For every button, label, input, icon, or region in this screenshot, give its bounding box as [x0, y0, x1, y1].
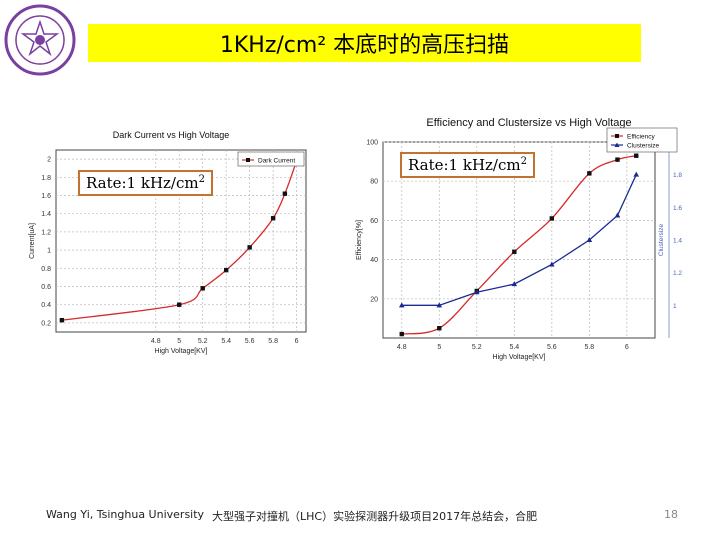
x-tick-label: 5.4: [509, 344, 519, 351]
data-point: [270, 216, 276, 221]
x-tick-label: 4.8: [397, 344, 407, 351]
y-axis-label: Current[uA]: [29, 223, 36, 259]
y-tick-label: 1.2: [41, 229, 51, 236]
right-rate-exponent: 2: [520, 156, 527, 167]
data-point: [223, 267, 229, 273]
slide-title-banner: 1KHz/cm² 本底时的高压扫描: [88, 24, 641, 62]
left-rate-text: Rate:1 kHz/cm: [86, 174, 199, 192]
data-point: [473, 289, 480, 295]
chart-title: Dark Current vs High Voltage: [113, 130, 230, 140]
y-tick-label: 0.8: [41, 266, 51, 273]
y2-tick-label: 1.4: [673, 238, 682, 245]
x-tick-label: 5.8: [584, 344, 594, 351]
slide-title: 1KHz/cm² 本底时的高压扫描: [219, 33, 510, 58]
y-tick-label: 60: [370, 218, 378, 225]
y2-axis-label: Clustersize: [658, 224, 665, 257]
y-tick-label: 0.6: [41, 284, 51, 291]
series-line-1: [401, 174, 637, 306]
chart-title: Efficiency and Clustersize vs High Volta…: [426, 117, 631, 129]
y-tick-label: 20: [370, 296, 378, 303]
y-tick-label: 1: [47, 248, 51, 255]
y-tick-label: 40: [370, 257, 378, 264]
data-point: [177, 302, 182, 307]
data-point: [614, 212, 621, 218]
data-point: [549, 261, 555, 267]
legend-box: [237, 151, 305, 167]
legend-label: Dark Current: [258, 158, 295, 165]
data-point: [633, 171, 640, 177]
x-tick-label: 5.6: [245, 338, 255, 345]
legend-label: Efficiency: [627, 134, 655, 141]
data-point: [549, 216, 555, 221]
right-rate-label: Rate:1 kHz/cm2: [400, 152, 535, 178]
data-point: [615, 157, 620, 162]
x-tick-label: 5.6: [547, 344, 557, 351]
y2-tick-label: 1.6: [673, 205, 682, 212]
left-rate-label: Rate:1 kHz/cm2: [78, 170, 213, 196]
page-number: 18: [664, 508, 678, 521]
data-point: [634, 153, 639, 158]
y-tick-label: 0.2: [41, 320, 51, 327]
data-point: [436, 302, 443, 308]
y2-tick-label: 1.2: [673, 270, 682, 277]
data-point: [437, 326, 442, 331]
footer-author: Wang Yi, Tsinghua University: [46, 508, 205, 521]
footer-conference: 大型强子对撞机（LHC）实验探测器升级项目2017年总结会，合肥: [212, 510, 538, 523]
legend-marker: [614, 142, 620, 147]
y2-tick-label: 1: [673, 303, 677, 310]
x-tick-label: 5.2: [472, 344, 482, 351]
legend-marker: [246, 158, 250, 162]
x-tick-label: 5.2: [198, 338, 208, 345]
data-point: [586, 237, 593, 242]
dark-current-chart: Dark Current vs High Voltage 4.8 5 5.2 5.4 5.…: [29, 130, 307, 355]
y-axis-label: Efficiency[%]: [356, 220, 363, 260]
data-point: [200, 286, 205, 291]
x-tick-label: 6: [295, 338, 299, 345]
y2-tick-label: 1.8: [673, 172, 682, 179]
y-tick-label: 100: [366, 140, 378, 147]
y-tick-label: 80: [370, 179, 378, 186]
data-point: [399, 331, 404, 337]
x-tick-label: 5.8: [268, 338, 278, 345]
x-tick-label: 5.4: [221, 338, 231, 345]
x-tick-label: 4.8: [151, 338, 161, 345]
x-tick-label: 5: [177, 338, 181, 345]
x-axis-label: High Voltage[KV]: [493, 354, 546, 361]
data-point: [512, 249, 517, 254]
legend-marker: [615, 134, 619, 138]
x-tick-label: 6: [625, 344, 629, 351]
data-point: [59, 317, 65, 323]
legend-label: Clustersize: [627, 143, 660, 150]
left-rate-exponent: 2: [198, 174, 205, 185]
data-point: [398, 302, 405, 308]
data-point: [587, 171, 592, 176]
y-tick-label: 1.6: [41, 193, 51, 200]
legend-box: [606, 127, 678, 153]
data-point: [247, 245, 252, 250]
university-seal-icon: [4, 4, 76, 76]
right-rate-text: Rate:1 kHz/cm: [408, 156, 521, 174]
y-tick-label: 2: [47, 157, 51, 164]
x-tick-label: 5: [437, 344, 441, 351]
y-tick-label: 1.8: [41, 175, 51, 182]
y-tick-label: 0.4: [41, 302, 51, 309]
data-point: [511, 281, 518, 287]
y-tick-label: 1.4: [41, 211, 51, 218]
data-point: [282, 191, 288, 196]
x-axis-label: High Voltage[KV]: [155, 348, 208, 355]
